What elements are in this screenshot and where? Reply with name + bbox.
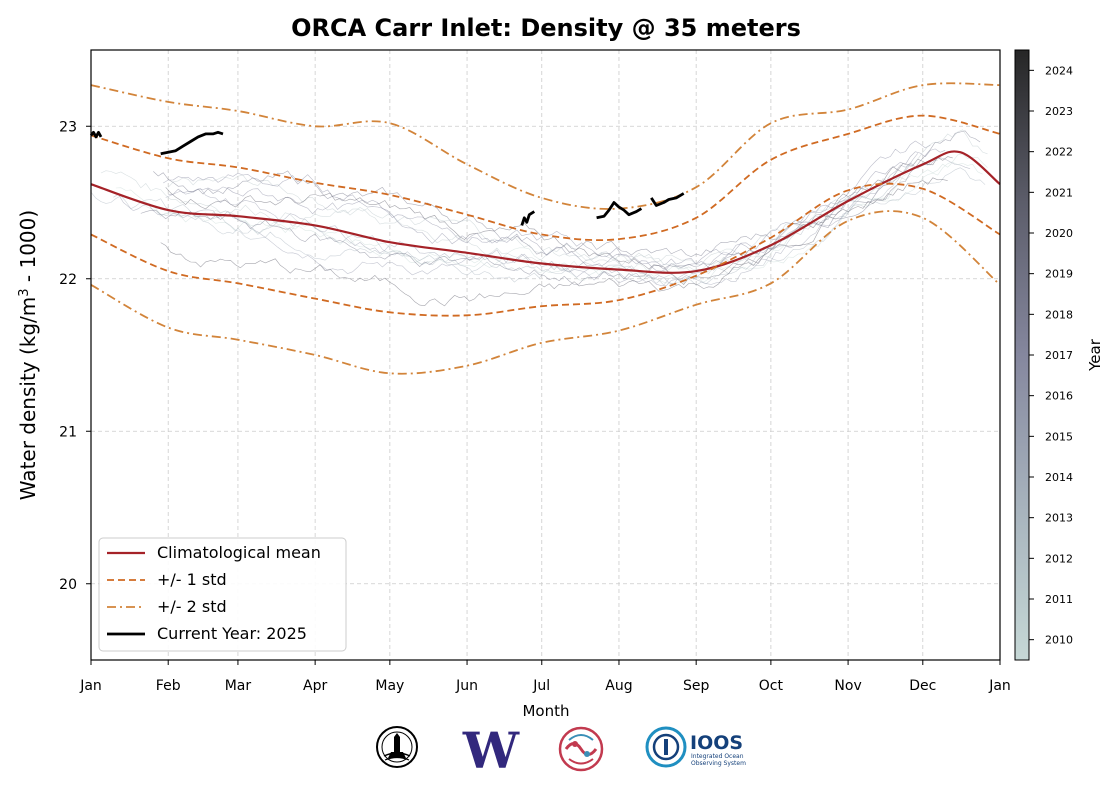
colorbar-tick-label: 2020 [1045,227,1073,240]
background-year-trace [100,129,988,274]
legend-label: +/- 1 std [157,570,227,589]
background-year-trace [145,153,988,283]
y-tick-label: 20 [59,577,77,593]
colorbar-tick-label: 2018 [1045,308,1073,321]
x-axis-label: Month [522,702,569,720]
ioos-name: IOOS [690,732,743,754]
y-tick-label: 21 [59,424,77,440]
std1-band-line [90,182,1001,317]
y-tick-label: 22 [59,272,77,288]
colorbar-tick-label: 2014 [1045,471,1073,484]
colorbar: 2010 2011 2012 2013 2014 2015 2016 2017 2018 2019… [1014,49,1104,661]
background-year-trace [153,130,981,258]
colorbar-tick-label: 2015 [1045,430,1073,443]
colorbar-gradient [1014,49,1030,661]
x-tick-label: Jan [988,678,1011,694]
y-axis-label: Water density (kg/m3 - 1000) [16,210,40,500]
background-year-trace [90,159,938,286]
std1-band-line [90,114,1001,242]
x-tick-label: Nov [834,678,861,694]
background-year-trace [167,174,911,266]
colorbar-tick-label: 2021 [1045,186,1073,199]
uw-letter: W [462,721,520,780]
uw-logo: W [462,721,520,780]
current-year-segment [650,192,685,207]
x-axis: Jan Feb Mar Apr May Jun Jul Aug Sep Oct Nov Dec Jan [79,660,1011,694]
current-year-segment [596,201,643,220]
nanoos-logo [558,726,604,772]
colorbar-ticks: 2010 2011 2012 2013 2014 2015 2016 2017 2018 2019… [1029,64,1073,647]
std2-band-line [90,210,1001,375]
colorbar-tick-label: 2010 [1045,634,1073,647]
x-tick-label: Dec [909,678,936,694]
plot-frame [90,49,1001,661]
x-tick-label: Jun [455,678,478,694]
background-year-trace [160,177,948,307]
x-tick-label: Sep [683,678,710,694]
colorbar-tick-label: 2024 [1045,64,1073,77]
x-tick-label: Jan [79,678,102,694]
background-year-trace [140,169,904,285]
current-year-segment [520,210,536,226]
colorbar-label: Year [1086,338,1104,372]
x-tick-label: Apr [303,678,327,694]
std2-band-line [90,82,1001,210]
colorbar-tick-label: 2022 [1045,146,1073,159]
colorbar-tick-label: 2019 [1045,268,1073,281]
logos: W IOOS Integrated Ocean Observing System [376,721,746,780]
ioos-logo: IOOS Integrated Ocean Observing System [645,726,746,768]
colorbar-tick-label: 2023 [1045,105,1073,118]
colorbar-tick-label: 2012 [1045,552,1073,565]
y-axis: 20 21 22 23 [59,119,91,593]
x-tick-label: Oct [759,678,784,694]
background-year-trace [113,157,971,286]
chart-title: ORCA Carr Inlet: Density @ 35 meters [291,14,801,42]
colorbar-tick-label: 2013 [1045,512,1073,525]
background-year-traces [90,129,988,307]
colorbar-tick-label: 2017 [1045,349,1073,362]
current-year-segment [89,130,103,139]
background-year-trace [168,148,946,272]
ioos-subtitle-1: Integrated Ocean [691,753,744,760]
x-tick-label: May [375,678,404,694]
colorbar-tick-label: 2016 [1045,390,1073,403]
y-tick-label: 23 [59,119,77,135]
x-tick-label: Feb [156,678,181,694]
current-year-segment [160,130,224,156]
legend-box [98,537,347,652]
colorbar-tick-label: 2011 [1045,593,1073,606]
legend-label: +/- 2 std [157,597,227,616]
x-tick-label: Mar [225,678,252,694]
noaa-seal-logo [376,726,418,768]
x-tick-label: Aug [605,678,632,694]
legend: Climatological mean +/- 1 std +/- 2 std Cur… [98,537,347,652]
legend-label: Current Year: 2025 [157,624,307,643]
climatological-mean-line [90,150,1001,274]
grid [91,50,1000,660]
series-layer [89,82,1001,375]
legend-label: Climatological mean [157,543,321,562]
x-tick-label: Jul [532,678,550,694]
ioos-subtitle-2: Observing System [691,760,746,767]
